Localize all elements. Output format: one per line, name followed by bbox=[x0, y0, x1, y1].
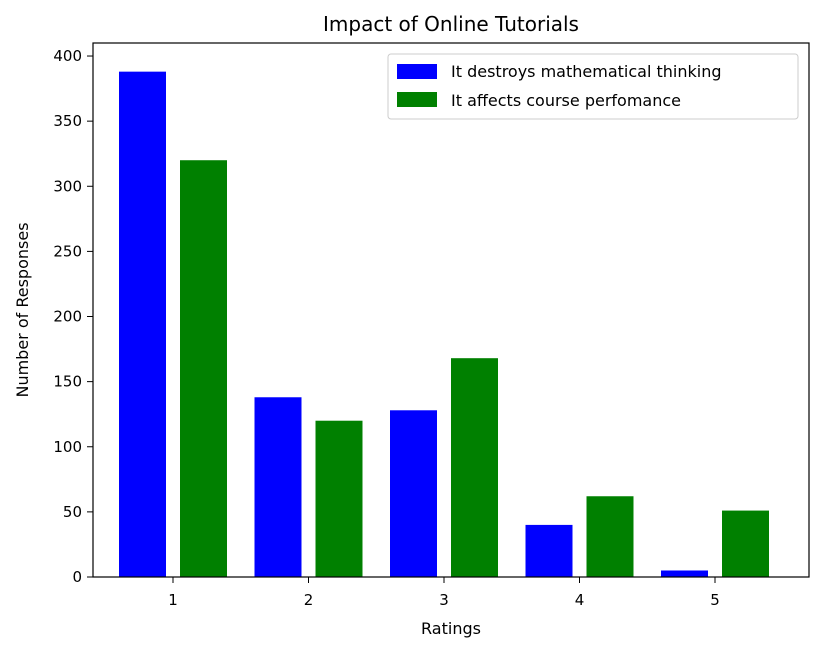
x-axis-ticks: 1 2 3 4 5 bbox=[168, 577, 720, 609]
legend-swatch-affects bbox=[397, 92, 437, 107]
bar-series1-rating-5 bbox=[661, 570, 708, 577]
x-tick-label: 2 bbox=[304, 591, 314, 609]
y-tick-label: 50 bbox=[63, 503, 82, 521]
bar-series2-rating-4 bbox=[586, 496, 634, 577]
y-tick-label: 250 bbox=[53, 242, 82, 260]
legend-swatch-destroys bbox=[397, 64, 437, 79]
y-tick-label: 0 bbox=[72, 568, 82, 586]
legend: It destroys mathematical thinking It aff… bbox=[387, 53, 799, 120]
y-tick-label: 300 bbox=[53, 177, 82, 195]
bars-group bbox=[119, 71, 769, 577]
plot-frame bbox=[92, 42, 810, 578]
bar-series2-rating-3 bbox=[451, 358, 498, 577]
x-tick-label: 1 bbox=[168, 591, 178, 609]
bar-series2-rating-5 bbox=[722, 510, 769, 577]
bar-series1-rating-1 bbox=[119, 71, 166, 577]
legend-box bbox=[387, 53, 799, 120]
y-axis-ticks: 0 50 100 150 200 250 300 350 400 bbox=[53, 47, 93, 586]
x-tick-label: 4 bbox=[575, 591, 585, 609]
x-axis-label: Ratings bbox=[421, 619, 481, 638]
x-tick-label: 5 bbox=[710, 591, 720, 609]
y-tick-label: 400 bbox=[53, 47, 82, 65]
y-tick-label: 350 bbox=[53, 112, 82, 130]
bar-series2-rating-1 bbox=[180, 160, 227, 577]
x-tick-label: 3 bbox=[439, 591, 449, 609]
legend-label-destroys: It destroys mathematical thinking bbox=[451, 62, 722, 81]
chart-title: Impact of Online Tutorials bbox=[323, 12, 579, 36]
bar-series1-rating-4 bbox=[525, 524, 573, 577]
y-tick-label: 150 bbox=[53, 373, 82, 391]
y-tick-label: 100 bbox=[53, 438, 82, 456]
y-axis-label: Number of Responses bbox=[13, 222, 32, 397]
bar-series1-rating-3 bbox=[390, 410, 437, 577]
bar-series1-rating-2 bbox=[254, 397, 302, 577]
y-tick-label: 200 bbox=[53, 308, 82, 326]
bar-series2-rating-2 bbox=[315, 420, 363, 577]
legend-label-affects: It affects course perfomance bbox=[451, 91, 681, 110]
